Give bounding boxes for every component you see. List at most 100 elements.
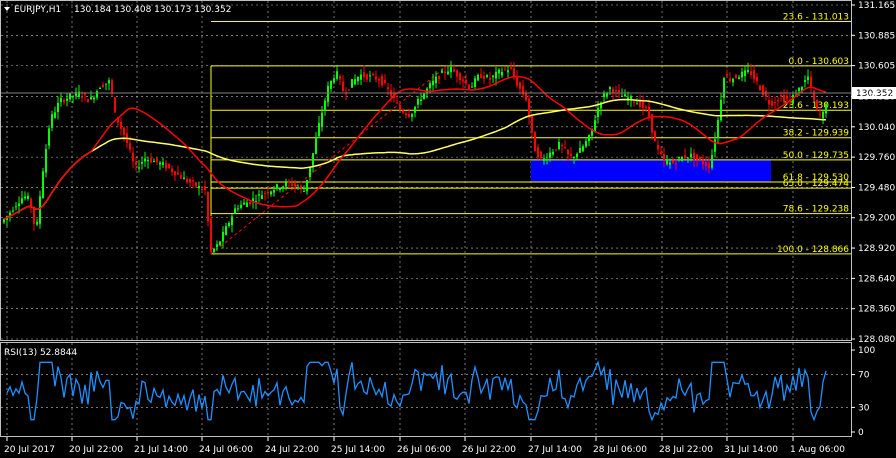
candle-body (543, 158, 545, 162)
candle-body (174, 171, 176, 176)
candle-body (618, 90, 620, 93)
candle-body (339, 75, 341, 80)
price-tick-label: 130.040 (858, 123, 895, 133)
candle-body (522, 86, 524, 95)
candle-body (81, 96, 83, 98)
candle-body (372, 73, 374, 76)
candle-body (534, 132, 536, 152)
candle-body (570, 154, 572, 156)
candle-body (123, 127, 125, 135)
candle-body (501, 71, 503, 76)
rsi-line (6, 360, 827, 422)
candle-body (240, 204, 242, 208)
ohlc-values: 130.184 130.408 130.173 130.352 (74, 5, 231, 15)
fibonacci-levels[interactable]: 23.6 - 131.013 0.0 - 130.603 23.6 - 130.19… (210, 12, 851, 255)
candle-body (30, 198, 32, 208)
candle-body (159, 162, 161, 165)
candle-body (162, 162, 164, 165)
candle-body (315, 137, 317, 154)
candle-body (201, 188, 203, 191)
candle-body (249, 201, 251, 205)
candle-body (189, 179, 191, 183)
candle-body (318, 123, 320, 137)
candle-body (576, 153, 578, 157)
candle-body (699, 156, 701, 160)
rsi-indicator (1, 360, 851, 422)
rsi-tick-label: 100 (858, 346, 875, 356)
candle-body (594, 120, 596, 132)
candle-body (18, 203, 20, 207)
candle-body (783, 95, 785, 102)
candle-body (492, 75, 494, 78)
candle-body (645, 106, 647, 108)
candle-body (483, 75, 485, 80)
candle-body (429, 83, 431, 89)
candle-body (90, 97, 92, 100)
candle-body (432, 80, 434, 86)
candle-body (537, 147, 539, 158)
time-tick-label: 28 Jul 22:00 (659, 445, 713, 455)
moving-averages (3, 75, 827, 220)
candle-body (369, 75, 371, 77)
candle-body (363, 72, 365, 77)
candle-body (273, 189, 275, 193)
candle-body (183, 177, 185, 180)
candle-body (567, 149, 569, 155)
candle-body (228, 223, 230, 227)
candle-body (321, 112, 323, 127)
candle-body (735, 74, 737, 78)
time-tick-label: 21 Jul 14:00 (134, 445, 188, 455)
candle-body (474, 78, 476, 87)
candle-body (633, 101, 635, 103)
candle-body (564, 147, 566, 149)
candle-body (366, 74, 368, 80)
candle-body (234, 208, 236, 214)
candle-body (498, 69, 500, 74)
candle-body (78, 91, 80, 97)
candle-body (156, 158, 158, 163)
candle-body (660, 151, 662, 154)
candle-body (558, 141, 560, 150)
candle-body (417, 98, 419, 105)
candle-body (237, 208, 239, 210)
candle-body (42, 171, 44, 199)
candle-body (288, 181, 290, 183)
time-tick-label: 26 Jul 06:00 (397, 445, 451, 455)
candle-body (357, 76, 359, 82)
chevron-down-icon[interactable] (4, 7, 10, 11)
candle-body (471, 86, 473, 88)
candle-body (105, 83, 107, 85)
main-pane-frame (0, 0, 852, 341)
candle-body (711, 155, 713, 168)
candle-body (99, 88, 101, 90)
candle-body (603, 93, 605, 98)
candle-body (195, 182, 197, 187)
time-tick-label: 24 Jul 22:00 (265, 445, 319, 455)
fib-label: 23.6 - 131.013 (783, 12, 849, 22)
candle-body (684, 155, 686, 159)
candle-body (615, 90, 617, 92)
candle-body (609, 87, 611, 90)
candle-body (513, 68, 515, 77)
candle-body (255, 200, 257, 202)
candle-body (15, 206, 17, 208)
candle-body (141, 162, 143, 164)
candle-body (252, 198, 254, 202)
candle-body (810, 76, 812, 87)
candle-body (108, 80, 110, 84)
candle-body (57, 102, 59, 113)
price-tick-label: 131.165 (858, 1, 895, 11)
candle-body (381, 76, 383, 86)
candle-body (771, 101, 773, 106)
rsi-title: RSI(13) 52.8844 (4, 348, 77, 358)
candle-body (813, 91, 815, 101)
candle-body (348, 89, 350, 91)
candle-body (387, 87, 389, 90)
rsi-axis: 100 70 30 0 (851, 346, 875, 438)
price-tick-label: 130.885 (858, 31, 895, 41)
candle-body (129, 143, 131, 150)
candle-body (822, 111, 824, 119)
candle-body (399, 104, 401, 110)
